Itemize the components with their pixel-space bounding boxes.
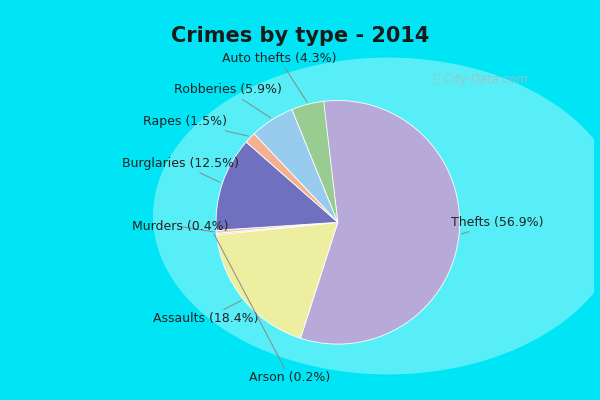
Text: Auto thefts (4.3%): Auto thefts (4.3%) xyxy=(222,52,336,102)
Ellipse shape xyxy=(153,58,600,374)
Text: Assaults (18.4%): Assaults (18.4%) xyxy=(153,300,259,326)
Wedge shape xyxy=(246,134,338,222)
Text: ⓘ City-Data.com: ⓘ City-Data.com xyxy=(433,74,527,86)
Text: Thefts (56.9%): Thefts (56.9%) xyxy=(451,216,544,234)
Text: Robberies (5.9%): Robberies (5.9%) xyxy=(174,84,282,118)
Wedge shape xyxy=(216,142,338,230)
Text: Arson (0.2%): Arson (0.2%) xyxy=(214,234,330,384)
Wedge shape xyxy=(254,110,338,222)
Wedge shape xyxy=(217,222,338,235)
Wedge shape xyxy=(216,222,338,233)
Wedge shape xyxy=(292,101,338,222)
Text: Rapes (1.5%): Rapes (1.5%) xyxy=(143,115,248,136)
Wedge shape xyxy=(217,222,338,338)
Text: Crimes by type - 2014: Crimes by type - 2014 xyxy=(171,26,429,46)
Text: Burglaries (12.5%): Burglaries (12.5%) xyxy=(122,157,239,182)
Wedge shape xyxy=(301,100,460,344)
Text: Murders (0.4%): Murders (0.4%) xyxy=(132,220,229,233)
